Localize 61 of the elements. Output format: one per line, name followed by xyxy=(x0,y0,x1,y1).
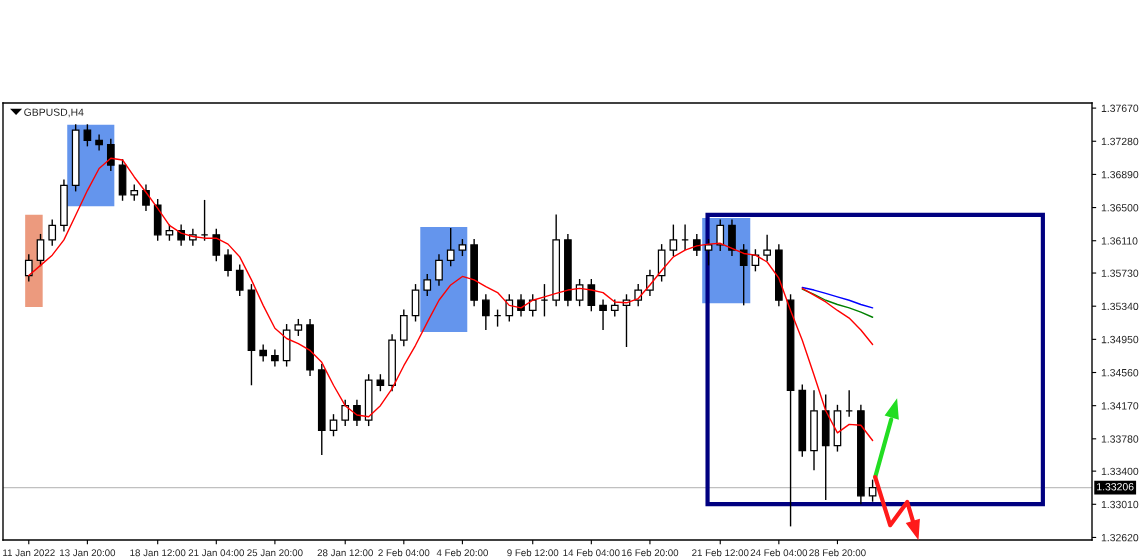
x-tick-label: 4 Feb 20:00 xyxy=(436,549,488,557)
candlestick xyxy=(95,133,103,152)
x-tick-label: 9 Feb 12:00 xyxy=(507,549,559,557)
candlestick xyxy=(646,268,654,297)
x-tick-label: 16 Feb 20:00 xyxy=(622,549,679,557)
y-tick-label: 1.34560 xyxy=(1101,369,1139,377)
candlestick xyxy=(505,293,514,323)
y-tick-label: 1.35730 xyxy=(1101,269,1139,277)
x-tick-label: 14 Feb 04:00 xyxy=(563,549,620,557)
y-tick-label: 1.36110 xyxy=(1101,237,1138,245)
candlestick xyxy=(36,233,45,267)
candlestick xyxy=(669,223,678,257)
candlestick xyxy=(739,243,748,307)
x-tick-label: 11 Jan 2022 xyxy=(3,549,55,557)
candlestick xyxy=(48,218,57,247)
candlestick xyxy=(599,298,607,331)
candlestick xyxy=(353,399,361,427)
x-tick-label: 18 Jan 12:00 xyxy=(130,549,186,557)
x-tick-label: 2 Feb 04:00 xyxy=(378,549,430,557)
y-tick-label: 1.33400 xyxy=(1101,467,1139,476)
line-series xyxy=(801,288,874,318)
candlestick xyxy=(341,399,350,427)
candlestick xyxy=(423,273,432,297)
x-tick-label: 21 Jan 04:00 xyxy=(188,549,245,557)
y-tick-label: 1.37280 xyxy=(1101,137,1139,146)
candlestick xyxy=(692,233,701,257)
y-tick-label: 1.35340 xyxy=(1101,302,1139,311)
candlestick xyxy=(763,234,771,262)
line-series xyxy=(801,286,874,309)
y-tick-label: 1.36890 xyxy=(1101,170,1139,179)
candlestick xyxy=(224,248,232,278)
y-tick-label: 1.32620 xyxy=(1101,533,1139,542)
chart-title: GBPUSD,H4 xyxy=(24,108,84,118)
y-tick-label: 1.37670 xyxy=(1101,104,1139,112)
candlestick xyxy=(271,348,279,368)
x-tick-label: 13 Jan 20:00 xyxy=(60,549,116,557)
y-tick-label: 1.36500 xyxy=(1101,204,1139,212)
candlestick xyxy=(716,218,725,252)
candlestick xyxy=(435,253,443,287)
candlestick xyxy=(587,278,596,312)
candlestick xyxy=(212,228,221,262)
x-tick-label: 24 Feb 04:00 xyxy=(750,549,808,557)
candlestick xyxy=(259,343,268,363)
line-series xyxy=(801,287,874,346)
x-tick-label: 21 Feb 12:00 xyxy=(692,549,749,557)
y-tick-label: 1.33780 xyxy=(1101,435,1139,443)
candlestick xyxy=(142,183,150,212)
y-tick-label: 1.34950 xyxy=(1101,335,1139,344)
y-tick-label: 1.34170 xyxy=(1101,402,1139,410)
candlestick xyxy=(446,227,455,267)
candlestick xyxy=(329,413,338,437)
candlestick xyxy=(482,293,490,331)
x-tick-label: 28 Feb 20:00 xyxy=(809,549,866,557)
x-tick-label: 25 Jan 20:00 xyxy=(247,549,303,557)
x-tick-label: 28 Jan 12:00 xyxy=(317,549,373,557)
y-tick-label: 1.33010 xyxy=(1101,500,1139,509)
candlestick xyxy=(106,138,115,172)
candlestick xyxy=(24,253,33,283)
ref-line-label: 1.33206 xyxy=(1097,483,1134,491)
candlestick xyxy=(235,263,244,297)
candlestick xyxy=(528,293,537,318)
